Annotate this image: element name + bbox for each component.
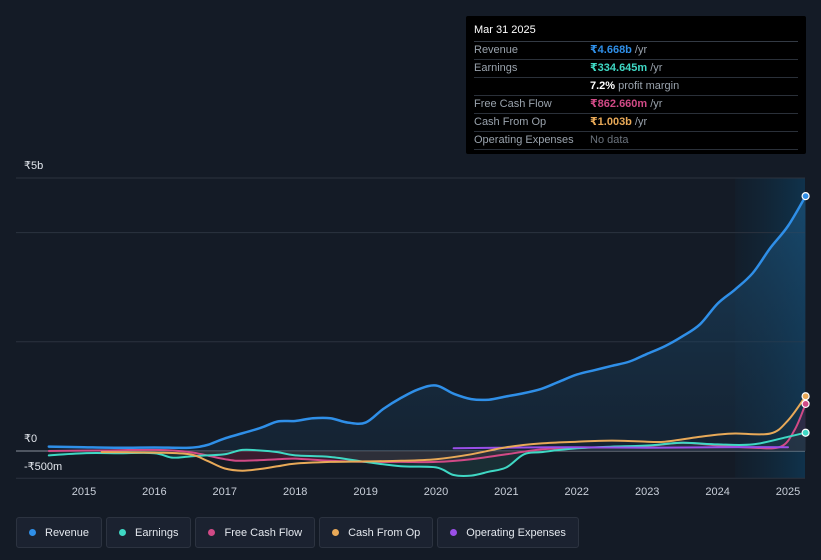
legend-item-cash-from-op[interactable]: Cash From Op	[319, 517, 434, 548]
x-tick-label-2021: 2021	[494, 486, 518, 498]
tooltip-row-free-cash-flow: Free Cash Flow ₹862.660m/yr	[474, 96, 798, 114]
x-tick-label-2020: 2020	[424, 486, 448, 498]
x-tick-label-2019: 2019	[353, 486, 377, 498]
tooltip-row-value: ₹334.645m/yr	[590, 62, 663, 74]
y-tick-label-top: ₹5b	[24, 160, 44, 172]
tooltip-row-value: ₹862.660m/yr	[590, 98, 663, 110]
x-tick-label-2022: 2022	[565, 486, 589, 498]
legend-item-earnings[interactable]: Earnings	[106, 517, 192, 548]
series-end-markers	[801, 192, 810, 437]
legend-label: Free Cash Flow	[224, 526, 303, 539]
cash-from-op-line	[100, 395, 807, 472]
legend: Revenue Earnings Free Cash Flow Cash From O…	[16, 517, 579, 548]
tooltip-row-label	[474, 78, 590, 95]
tooltip-panel: Mar 31 2025 Revenue ₹4.668b/yr Earnings ₹33…	[466, 16, 806, 154]
x-axis-ticks: 2015 2016 2017 2018 2019 2020 2021 2022 2023 2024…	[72, 486, 800, 498]
legend-item-free-cash-flow[interactable]: Free Cash Flow	[195, 517, 316, 548]
legend-dot-icon	[332, 529, 340, 536]
legend-dot-icon	[119, 529, 127, 536]
cash-from-op-end-marker	[801, 392, 810, 401]
legend-label: Earnings	[135, 526, 179, 539]
legend-label: Cash From Op	[348, 526, 421, 539]
y-tick-label-zero: ₹0	[24, 433, 38, 445]
earnings-line	[47, 431, 807, 478]
tooltip-row-value: ₹1.003b/yr	[590, 116, 648, 128]
x-tick-label-2018: 2018	[283, 486, 307, 498]
tooltip-row-revenue: Revenue ₹4.668b/yr	[474, 42, 798, 60]
series-lines	[47, 194, 807, 478]
revenue-line	[47, 194, 807, 450]
tooltip-row-value: 7.2% profit margin	[590, 80, 680, 92]
free-cash-flow-end-marker	[801, 399, 810, 408]
tooltip-row-label: Operating Expenses	[474, 134, 574, 146]
x-tick-label-2024: 2024	[705, 486, 729, 498]
x-tick-label-2017: 2017	[213, 486, 237, 498]
earnings-end-marker	[801, 428, 810, 437]
tooltip-row-label: Revenue	[474, 44, 519, 56]
earnings-area	[48, 432, 806, 477]
x-tick-label-2023: 2023	[635, 486, 659, 498]
x-tick-label-2015: 2015	[72, 486, 96, 498]
x-tick-label-2025: 2025	[776, 486, 800, 498]
legend-label: Operating Expenses	[466, 526, 566, 539]
tooltip-row-value: No data	[590, 134, 629, 146]
legend-item-operating-expenses[interactable]: Operating Expenses	[437, 517, 579, 548]
free-cash-flow-line	[47, 402, 807, 464]
tooltip-row-label: Cash From Op	[474, 116, 547, 128]
legend-label: Revenue	[45, 526, 90, 539]
revenue-end-marker	[801, 192, 810, 201]
legend-dot-icon	[450, 529, 458, 536]
legend-dot-icon	[208, 529, 216, 536]
revenue-area	[48, 196, 806, 451]
tooltip-row-value: ₹4.668b/yr	[590, 44, 648, 56]
tooltip-row-profit-margin: 7.2% profit margin	[474, 78, 798, 96]
tooltip-row-label: Free Cash Flow	[474, 98, 552, 110]
tooltip-row-operating-expenses: Operating Expenses No data	[474, 132, 798, 150]
legend-dot-icon	[29, 529, 36, 536]
tooltip-row-label: Earnings	[474, 62, 518, 74]
y-tick-label-bottom: -₹500m	[24, 461, 63, 473]
x-tick-label-2016: 2016	[142, 486, 166, 498]
legend-item-revenue[interactable]: Revenue	[16, 517, 103, 548]
series-fills	[48, 196, 806, 477]
tooltip-row-cash-from-op: Cash From Op ₹1.003b/yr	[474, 114, 798, 132]
tooltip-rows: Revenue ₹4.668b/yr Earnings ₹334.645m/yr 7.2…	[474, 42, 798, 150]
tooltip-row-earnings: Earnings ₹334.645m/yr	[474, 60, 798, 78]
tooltip-date: Mar 31 2025	[474, 24, 798, 42]
